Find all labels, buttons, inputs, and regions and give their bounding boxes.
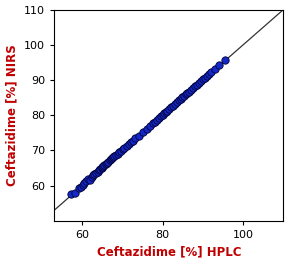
Point [180, 95, 185, 99]
Point [173, 102, 177, 106]
Point [114, 153, 118, 157]
Point [82, 181, 87, 185]
Point [73, 191, 78, 195]
Point [88, 178, 93, 182]
Point [124, 144, 129, 148]
Point [101, 164, 105, 168]
Point [126, 142, 131, 146]
Point [118, 149, 123, 153]
Point [99, 166, 104, 170]
Point [110, 156, 114, 160]
Point [115, 152, 120, 156]
Point [156, 116, 161, 120]
Point [102, 163, 107, 167]
Point [197, 81, 201, 85]
Point [184, 92, 188, 97]
Point [189, 88, 193, 92]
Point [205, 74, 209, 78]
Point [171, 103, 175, 108]
Point [213, 67, 217, 71]
Point [100, 165, 105, 169]
Point [201, 77, 205, 81]
Point [187, 89, 191, 94]
Point [95, 169, 100, 174]
Point [105, 161, 109, 165]
Point [111, 155, 116, 159]
Point [122, 146, 127, 150]
Point [98, 167, 102, 171]
Point [94, 171, 98, 175]
Point [69, 192, 73, 197]
Point [109, 157, 113, 161]
Point [179, 97, 183, 101]
Point [92, 172, 97, 176]
Point [133, 136, 138, 140]
X-axis label: Ceftazidime [%] HPLC: Ceftazidime [%] HPLC [97, 246, 241, 258]
Point [103, 162, 108, 166]
Point [185, 91, 190, 95]
Point [117, 150, 122, 154]
Point [199, 79, 203, 83]
Point [76, 186, 81, 190]
Point [91, 173, 95, 177]
Y-axis label: Ceftazidime [%] NIRS: Ceftazidime [%] NIRS [5, 44, 18, 186]
Point [86, 177, 91, 181]
Point [112, 154, 117, 158]
Point [89, 175, 94, 179]
Point [107, 158, 112, 162]
Point [120, 147, 125, 152]
Point [154, 118, 159, 122]
Point [217, 63, 221, 67]
Point [191, 86, 195, 90]
Point [158, 114, 163, 118]
Point [168, 105, 173, 110]
Point [80, 183, 85, 187]
Point [84, 179, 89, 183]
Point [194, 82, 199, 87]
Point [223, 58, 227, 62]
Point [166, 107, 171, 111]
Point [148, 124, 152, 128]
Point [160, 112, 165, 117]
Point [152, 119, 157, 124]
Point [144, 126, 149, 131]
Point [97, 168, 101, 173]
Point [79, 185, 84, 190]
Point [209, 70, 213, 74]
Point [162, 111, 166, 116]
Point [177, 98, 181, 102]
Point [130, 138, 135, 143]
Point [163, 110, 168, 114]
Point [128, 140, 133, 144]
Point [193, 84, 197, 88]
Point [140, 130, 145, 134]
Point [165, 109, 169, 113]
Point [182, 94, 186, 98]
Point [175, 100, 179, 104]
Point [136, 134, 141, 138]
Point [106, 159, 111, 164]
Point [150, 121, 155, 125]
Point [207, 72, 211, 76]
Point [203, 76, 207, 80]
